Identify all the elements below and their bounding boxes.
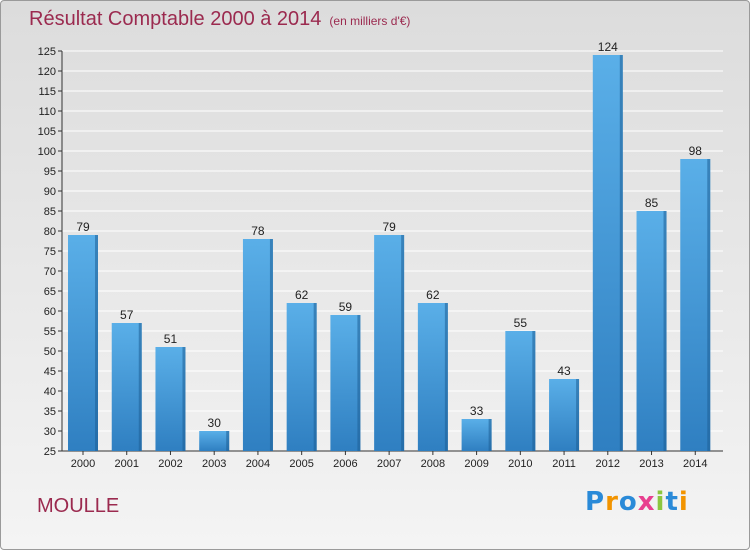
x-tick-label: 2003 <box>202 458 226 470</box>
bar-value-label: 33 <box>470 404 484 418</box>
y-tick-label: 105 <box>38 126 56 138</box>
bar-value-label: 43 <box>557 364 571 378</box>
bar <box>155 347 186 451</box>
bar-edge-shade <box>357 315 361 451</box>
bar <box>636 211 667 451</box>
x-tick-label: 2014 <box>683 458 707 470</box>
bar-edge-shade <box>95 235 98 451</box>
logo-letter: i <box>678 487 689 517</box>
y-tick-label: 95 <box>44 166 56 178</box>
bar <box>505 331 536 451</box>
y-tick-label: 110 <box>38 106 56 118</box>
bar-value-label: 59 <box>339 300 353 314</box>
bar-value-label: 55 <box>514 316 528 330</box>
x-tick-label: 2013 <box>639 458 663 470</box>
x-tick-label: 2012 <box>596 458 620 470</box>
y-tick-label: 35 <box>44 406 56 418</box>
y-tick-label: 90 <box>44 186 56 198</box>
bar <box>199 431 230 451</box>
bar-edge-shade <box>401 235 405 451</box>
x-tick-label: 2005 <box>289 458 313 470</box>
logo-letter: r <box>605 487 619 517</box>
bar <box>242 239 273 451</box>
bar-edge-shade <box>619 55 623 451</box>
x-tick-label: 2011 <box>552 458 576 470</box>
y-tick-label: 125 <box>38 46 56 58</box>
bar-value-label: 124 <box>598 40 618 54</box>
bar-value-label: 57 <box>120 308 134 322</box>
commune-name: MOULLE <box>37 495 120 517</box>
x-tick-label: 2010 <box>508 458 532 470</box>
bar-edge-shade <box>138 323 142 451</box>
logo-letter: P <box>585 487 606 517</box>
bar-value-label: 85 <box>645 196 659 210</box>
y-tick-label: 120 <box>38 66 56 78</box>
bar-edge-shade <box>313 303 317 451</box>
bar <box>374 235 405 451</box>
bar <box>592 55 623 451</box>
bar-value-label: 78 <box>251 224 265 238</box>
bar-edge-shade <box>488 419 492 451</box>
bar-edge-shade <box>444 303 448 451</box>
y-tick-label: 45 <box>44 366 56 378</box>
x-tick-label: 2000 <box>71 458 95 470</box>
proxiti-logo: Proxiti <box>585 487 689 517</box>
y-tick-label: 85 <box>44 206 56 218</box>
bar-value-label: 79 <box>76 220 90 234</box>
x-tick-label: 2004 <box>246 458 270 470</box>
bar-edge-shade <box>663 211 667 451</box>
x-tick-label: 2008 <box>421 458 445 470</box>
y-tick-label: 25 <box>44 446 56 458</box>
x-tick-label: 2007 <box>377 458 401 470</box>
chart-title-unit: (en milliers d'€) <box>329 14 411 28</box>
x-tick-label: 2009 <box>464 458 488 470</box>
bar-value-label: 79 <box>382 220 396 234</box>
bar <box>68 235 98 451</box>
y-tick-label: 55 <box>44 326 56 338</box>
bar <box>330 315 361 451</box>
bar-value-label: 30 <box>208 416 222 430</box>
x-tick-label: 2002 <box>158 458 182 470</box>
chart-title: Résultat Comptable 2000 à 2014 (en millie… <box>29 8 410 31</box>
axes: 25 30 35 40 45 50 55 60 65 70 75 80 85 90 95 100 105 110 1… <box>38 46 723 470</box>
bar-edge-shade <box>532 331 536 451</box>
bar-value-label: 51 <box>164 332 178 346</box>
bar <box>549 379 580 451</box>
y-tick-label: 70 <box>44 266 56 278</box>
bar-edge-shade <box>707 159 711 451</box>
y-tick-label: 100 <box>38 146 56 158</box>
chart-title-main: Résultat Comptable 2000 à 2014 <box>29 8 322 30</box>
bar-value-label: 98 <box>689 144 703 158</box>
bar <box>680 159 711 451</box>
bar <box>111 323 142 451</box>
logo-letter: x <box>637 487 656 517</box>
x-tick-label: 2001 <box>114 458 138 470</box>
bar <box>286 303 317 451</box>
bar-edge-shade <box>576 379 580 451</box>
y-tick-label: 80 <box>44 226 56 238</box>
y-tick-label: 65 <box>44 286 56 298</box>
y-tick-label: 60 <box>44 306 56 318</box>
bar-edge-shade <box>182 347 186 451</box>
logo-letter: o <box>618 487 638 517</box>
y-tick-label: 50 <box>44 346 56 358</box>
bar <box>417 303 448 451</box>
bar-edge-shade <box>226 431 230 451</box>
bars <box>68 55 711 451</box>
bar-edge-shade <box>269 239 273 451</box>
logo-letter: i <box>655 487 666 517</box>
x-tick-label: 2006 <box>333 458 357 470</box>
value-labels: 79 57 51 30 78 62 59 79 62 33 55 43 124 85 98 <box>76 40 702 430</box>
y-tick-label: 30 <box>44 426 56 438</box>
y-tick-label: 75 <box>44 246 56 258</box>
bar-value-label: 62 <box>295 288 309 302</box>
y-tick-label: 40 <box>44 386 56 398</box>
logo-letter: t <box>665 487 679 517</box>
bar <box>461 419 492 451</box>
y-tick-label: 115 <box>38 86 56 98</box>
bar-value-label: 62 <box>426 288 440 302</box>
